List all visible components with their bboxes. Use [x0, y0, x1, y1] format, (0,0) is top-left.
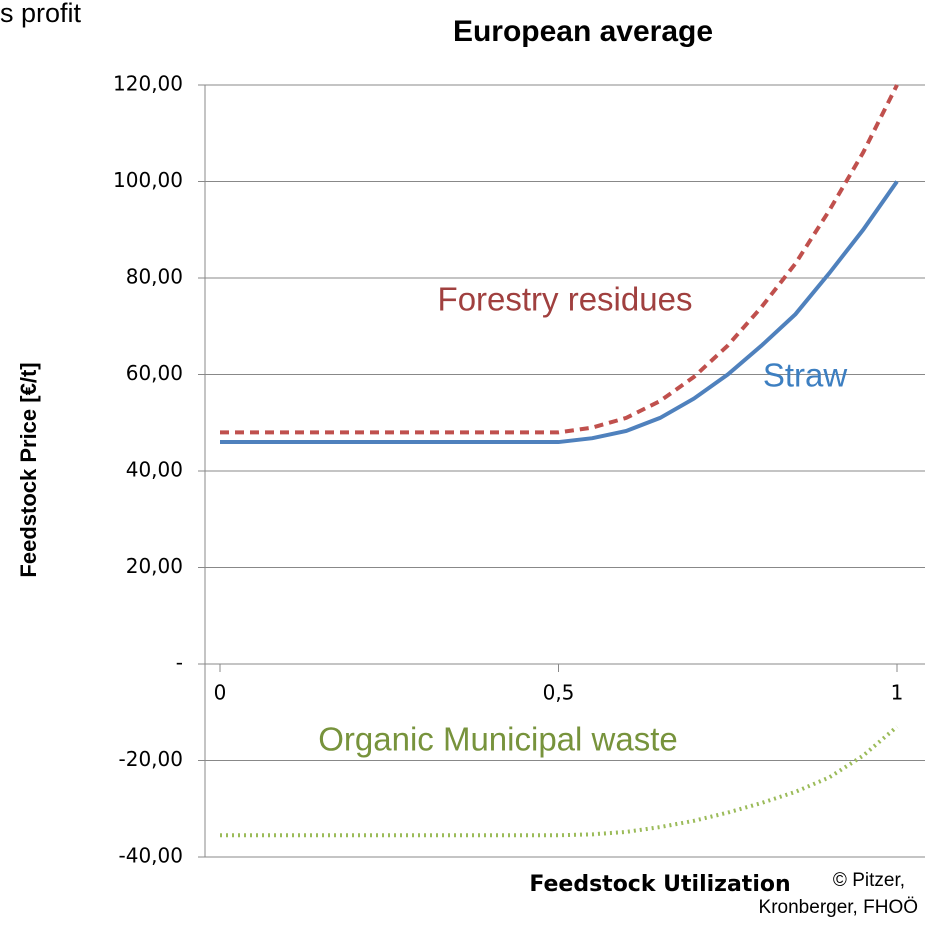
series-label: Straw: [763, 357, 848, 394]
y-tick-label: 20,00: [126, 554, 183, 578]
credit: © Pitzer,: [833, 870, 905, 891]
x-axis-label: Feedstock Utilization: [529, 872, 790, 897]
series-label: Organic Municipal waste: [318, 721, 678, 758]
y-tick-label: -40,00: [119, 844, 183, 868]
y-tick-label: 80,00: [126, 265, 183, 289]
y-axis-label: Feedstock Price [€/t]: [16, 362, 41, 577]
y-tick-label: -20,00: [119, 747, 183, 771]
corner-text: s profit: [0, 0, 82, 28]
y-tick-label: 40,00: [126, 458, 183, 482]
series-label: Forestry residues: [438, 281, 693, 318]
series-line: [220, 180, 899, 445]
y-tick-label: 100,00: [113, 168, 183, 192]
x-tick-label: 0,5: [543, 681, 575, 705]
x-tick-label: 0: [214, 681, 227, 705]
x-tick-label: 1: [891, 681, 904, 705]
y-tick-label: -: [176, 651, 183, 675]
chart-title: European average: [453, 15, 713, 48]
series-line: [220, 84, 899, 435]
y-tick-label: 60,00: [126, 361, 183, 385]
y-tick-label: 120,00: [113, 72, 183, 96]
credit: Kronberger, FHOÖ: [759, 897, 918, 918]
